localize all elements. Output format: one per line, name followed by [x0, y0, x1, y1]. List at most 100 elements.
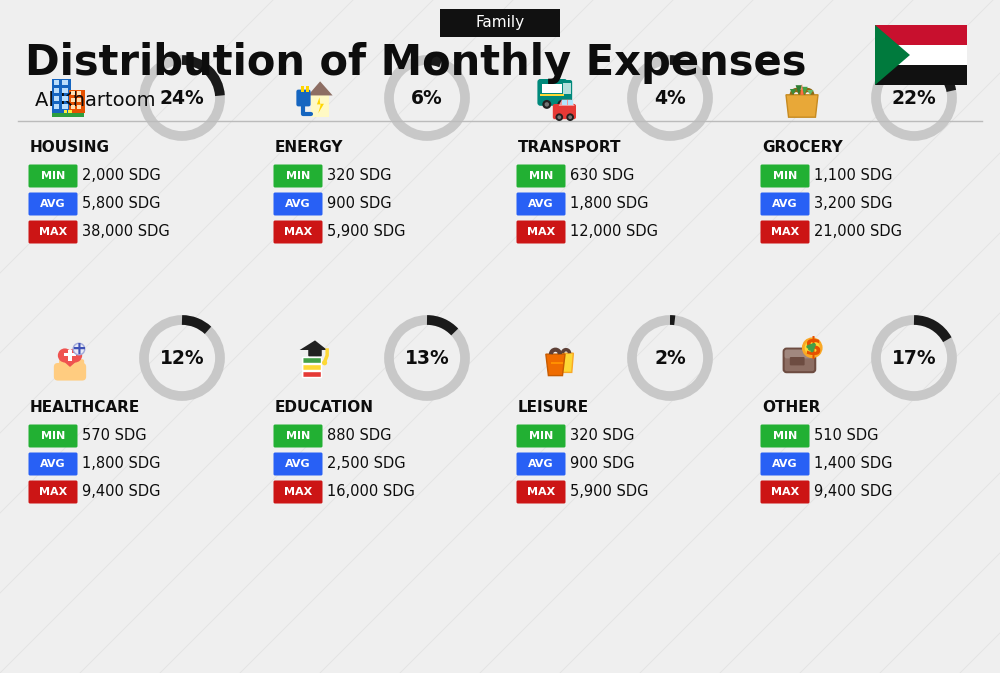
FancyBboxPatch shape — [568, 100, 573, 105]
FancyBboxPatch shape — [537, 79, 567, 106]
Text: 13%: 13% — [405, 349, 449, 367]
Text: HEALTHCARE: HEALTHCARE — [30, 400, 140, 415]
FancyBboxPatch shape — [553, 104, 576, 119]
Text: 6%: 6% — [411, 89, 443, 108]
Text: OTHER: OTHER — [762, 400, 820, 415]
FancyBboxPatch shape — [440, 9, 560, 37]
FancyBboxPatch shape — [77, 91, 81, 95]
Text: 17%: 17% — [892, 349, 936, 367]
Text: 5,800 SDG: 5,800 SDG — [82, 197, 160, 211]
FancyBboxPatch shape — [302, 357, 321, 363]
Text: 900 SDG: 900 SDG — [327, 197, 392, 211]
FancyBboxPatch shape — [302, 364, 304, 370]
FancyBboxPatch shape — [761, 452, 810, 476]
Text: 9,400 SDG: 9,400 SDG — [814, 485, 893, 499]
FancyBboxPatch shape — [54, 363, 86, 380]
Text: 22%: 22% — [892, 89, 936, 108]
FancyBboxPatch shape — [875, 45, 967, 65]
FancyBboxPatch shape — [77, 98, 81, 102]
FancyBboxPatch shape — [71, 91, 75, 95]
FancyBboxPatch shape — [54, 96, 59, 101]
Circle shape — [545, 102, 549, 106]
FancyBboxPatch shape — [62, 96, 68, 101]
Text: 320 SDG: 320 SDG — [327, 168, 392, 184]
FancyBboxPatch shape — [68, 110, 72, 113]
Polygon shape — [58, 357, 82, 367]
Text: 900 SDG: 900 SDG — [570, 456, 635, 472]
Circle shape — [803, 339, 821, 357]
Polygon shape — [875, 25, 910, 85]
FancyBboxPatch shape — [71, 359, 79, 371]
Text: Family: Family — [475, 15, 525, 30]
Polygon shape — [311, 96, 329, 116]
Text: HOUSING: HOUSING — [30, 141, 110, 155]
Text: 4%: 4% — [654, 89, 686, 108]
FancyBboxPatch shape — [77, 105, 81, 109]
Text: 5,900 SDG: 5,900 SDG — [570, 485, 648, 499]
Polygon shape — [800, 83, 804, 95]
FancyBboxPatch shape — [68, 350, 72, 361]
FancyBboxPatch shape — [306, 86, 309, 92]
FancyBboxPatch shape — [274, 481, 322, 503]
FancyBboxPatch shape — [875, 25, 967, 45]
Text: ENERGY: ENERGY — [275, 141, 344, 155]
Circle shape — [566, 113, 574, 121]
Text: MAX: MAX — [771, 487, 799, 497]
Polygon shape — [546, 354, 565, 376]
Text: $: $ — [804, 336, 821, 360]
Text: MAX: MAX — [39, 227, 67, 237]
FancyBboxPatch shape — [551, 362, 563, 364]
FancyBboxPatch shape — [790, 357, 805, 365]
Circle shape — [322, 360, 327, 365]
Text: AVG: AVG — [772, 459, 798, 469]
FancyBboxPatch shape — [553, 83, 562, 93]
FancyBboxPatch shape — [54, 87, 59, 93]
Text: 1,800 SDG: 1,800 SDG — [82, 456, 160, 472]
Text: EDUCATION: EDUCATION — [275, 400, 374, 415]
Polygon shape — [786, 95, 818, 117]
FancyBboxPatch shape — [274, 192, 322, 215]
Circle shape — [542, 100, 551, 109]
FancyBboxPatch shape — [540, 94, 564, 96]
FancyBboxPatch shape — [69, 90, 85, 113]
FancyBboxPatch shape — [28, 481, 78, 503]
FancyBboxPatch shape — [28, 452, 78, 476]
FancyBboxPatch shape — [875, 65, 967, 85]
FancyBboxPatch shape — [71, 105, 75, 109]
FancyBboxPatch shape — [516, 192, 566, 215]
FancyBboxPatch shape — [52, 79, 71, 113]
Text: 510 SDG: 510 SDG — [814, 429, 879, 444]
FancyBboxPatch shape — [761, 164, 810, 188]
FancyBboxPatch shape — [64, 110, 67, 113]
Text: 630 SDG: 630 SDG — [570, 168, 634, 184]
Text: 9,400 SDG: 9,400 SDG — [82, 485, 160, 499]
Text: AVG: AVG — [40, 199, 66, 209]
Circle shape — [58, 349, 72, 363]
Text: MIN: MIN — [286, 431, 310, 441]
FancyBboxPatch shape — [274, 425, 322, 448]
Polygon shape — [559, 100, 575, 106]
Text: 2%: 2% — [654, 349, 686, 367]
Text: 16,000 SDG: 16,000 SDG — [327, 485, 415, 499]
Text: MAX: MAX — [771, 227, 799, 237]
FancyBboxPatch shape — [516, 481, 566, 503]
FancyBboxPatch shape — [65, 359, 73, 371]
Text: 12%: 12% — [160, 349, 204, 367]
FancyBboxPatch shape — [516, 425, 566, 448]
Text: MAX: MAX — [527, 487, 555, 497]
Text: +: + — [72, 340, 86, 358]
FancyBboxPatch shape — [302, 371, 304, 377]
FancyBboxPatch shape — [761, 221, 810, 244]
FancyBboxPatch shape — [516, 221, 566, 244]
Text: MAX: MAX — [284, 487, 312, 497]
FancyBboxPatch shape — [301, 86, 304, 92]
FancyBboxPatch shape — [62, 80, 68, 85]
Circle shape — [68, 349, 82, 363]
Polygon shape — [796, 85, 802, 95]
Text: AVG: AVG — [285, 199, 311, 209]
Polygon shape — [801, 87, 808, 95]
Text: 5,900 SDG: 5,900 SDG — [327, 225, 406, 240]
FancyBboxPatch shape — [562, 100, 567, 105]
FancyBboxPatch shape — [59, 359, 67, 371]
Polygon shape — [300, 341, 327, 350]
